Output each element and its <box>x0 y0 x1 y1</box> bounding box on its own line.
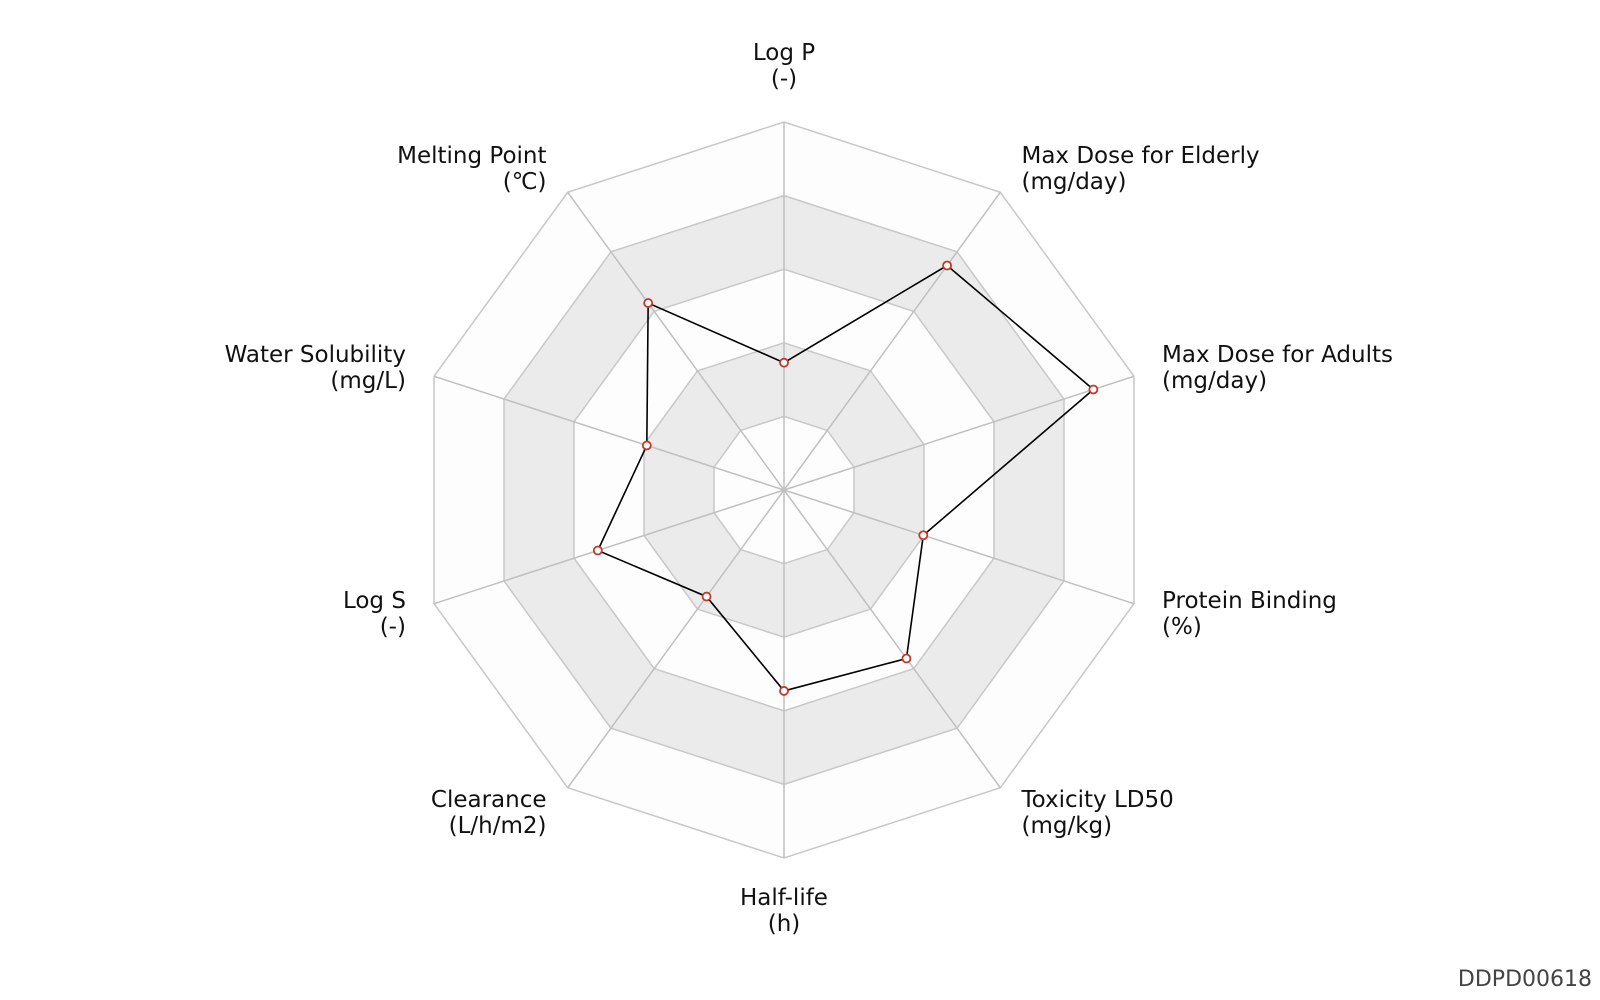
axis-unit: (L/h/m2) <box>449 813 547 839</box>
axis-label: Melting Point <box>397 143 546 169</box>
spoke <box>783 375 1135 491</box>
watermark: DDPD00618 <box>1458 967 1592 992</box>
data-point <box>942 260 952 271</box>
axis-unit: (mg/day) <box>1021 169 1126 195</box>
axis-label: Water Solubility <box>225 342 406 368</box>
axis-unit: (-) <box>771 66 797 92</box>
spoke <box>433 375 785 491</box>
axis-label: Max Dose for Adults <box>1162 342 1393 368</box>
data-point <box>701 591 712 602</box>
data-point <box>779 686 789 696</box>
data-point <box>901 653 912 664</box>
data-point <box>592 545 603 556</box>
axis-unit: (h) <box>768 911 801 937</box>
axis-label: Toxicity LD50 <box>1020 787 1173 813</box>
axis-unit: (mg/kg) <box>1021 813 1112 839</box>
axis-unit: (-) <box>380 614 406 640</box>
spoke <box>433 489 785 605</box>
spoke <box>783 489 1135 605</box>
spoke <box>783 489 1001 789</box>
axis-unit: (℃) <box>503 169 547 195</box>
data-point <box>641 440 652 451</box>
axis-unit: (%) <box>1162 614 1202 640</box>
axis-label: Clearance <box>431 787 547 813</box>
axis-unit: (mg/L) <box>330 368 406 394</box>
data-point <box>918 530 929 541</box>
axis-label: Log P <box>753 40 815 66</box>
axis-label: Max Dose for Elderly <box>1021 143 1259 169</box>
axis-label: Half-life <box>740 885 828 911</box>
axis-label: Log S <box>343 588 406 614</box>
data-point <box>1088 384 1099 395</box>
spoke <box>783 191 1001 491</box>
data-point <box>779 357 789 368</box>
spoke <box>567 489 785 789</box>
axis-label: Protein Binding <box>1162 588 1337 614</box>
data-point <box>643 298 654 308</box>
spoke <box>567 191 785 491</box>
axis-unit: (mg/day) <box>1162 368 1267 394</box>
